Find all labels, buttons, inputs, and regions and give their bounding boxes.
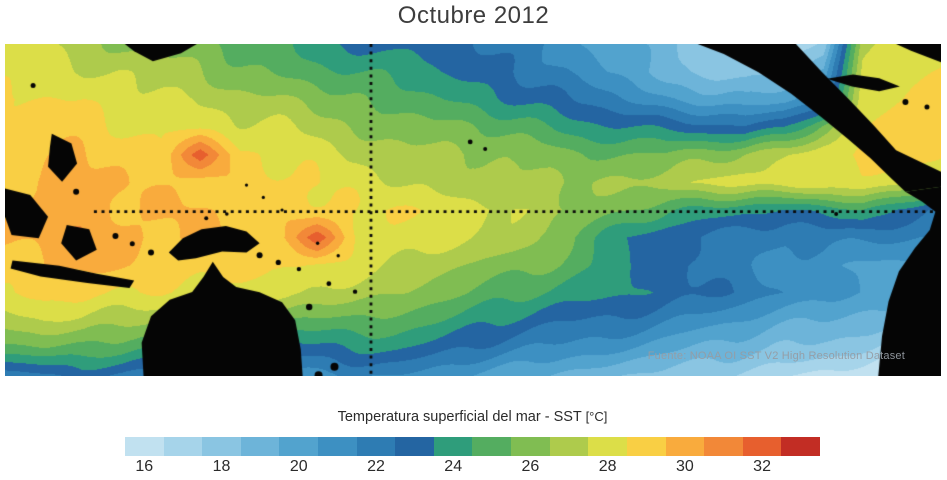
colorbar-tick-label: 16 [135, 458, 154, 475]
colorbar-segment [279, 437, 319, 456]
colorbar-unit: [°C] [585, 409, 608, 424]
colorbar-segment [125, 437, 164, 456]
colorbar-tick-label: 28 [598, 458, 617, 475]
colorbar-tick-label: 20 [289, 458, 308, 475]
colorbar-segment [433, 437, 473, 456]
colorbar [125, 437, 820, 456]
colorbar-segment [318, 437, 357, 456]
colorbar-label-text: Temperatura superficial del mar - SST [337, 409, 582, 425]
colorbar-segment [549, 437, 589, 456]
colorbar-segment [356, 437, 396, 456]
colorbar-segment [665, 437, 705, 456]
colorbar-segment [626, 437, 666, 456]
colorbar-tick-label: 18 [212, 458, 231, 475]
colorbar-tick-label: 30 [675, 458, 694, 475]
sst-map: Fuente: NOAA OI SST V2 High Resolution D… [5, 44, 941, 376]
colorbar-segment [163, 437, 203, 456]
colorbar-segment [240, 437, 280, 456]
colorbar-segment [202, 437, 241, 456]
colorbar-tick-label: 24 [444, 458, 463, 475]
colorbar-tick-label: 22 [367, 458, 385, 475]
colorbar-segment [511, 437, 550, 456]
colorbar-ticks: 16 18 20 22 24 26 28 30 32 [125, 458, 820, 478]
colorbar-segment [704, 437, 743, 456]
colorbar-segment [781, 437, 820, 456]
colorbar-segment [395, 437, 434, 456]
colorbar-label: Temperatura superficial del mar - SST [°… [125, 409, 820, 431]
colorbar-segment [588, 437, 627, 456]
figure-title: Octubre 2012 [397, 2, 550, 29]
source-note: Fuente: NOAA OI SST V2 High Resolution D… [647, 350, 905, 362]
colorbar-tick-label: 32 [753, 458, 771, 475]
colorbar-tick-label: 26 [521, 458, 540, 475]
colorbar-segment [742, 437, 782, 456]
sst-heatmap-canvas [5, 44, 941, 376]
colorbar-segment [472, 437, 512, 456]
